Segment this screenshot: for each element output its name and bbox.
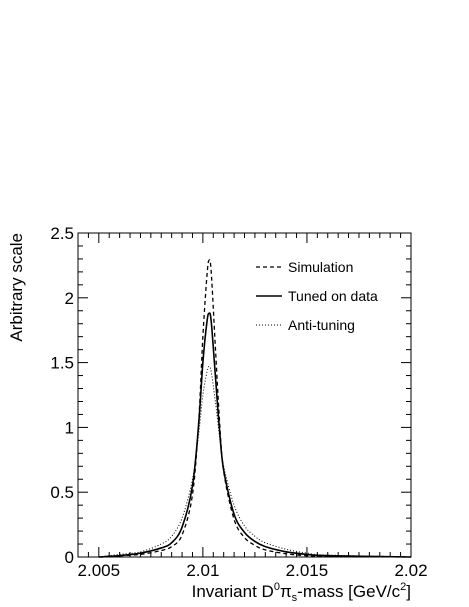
series-line-tuned-on-data — [98, 312, 412, 558]
y-axis-label: Arbitrary scale — [7, 233, 26, 342]
series-curves — [98, 259, 412, 558]
x-tick-labels: 2.005 2.01 2.015 2.02 — [78, 561, 428, 580]
x-tick-label: 2.01 — [186, 561, 219, 580]
x-tick-label: 2.02 — [394, 561, 427, 580]
series-line-simulation — [98, 259, 412, 558]
y-tick-label: 0.5 — [50, 483, 74, 502]
y-tick-label: 2.5 — [50, 224, 74, 243]
y-tick-label: 1 — [65, 418, 74, 437]
axis-ticks — [77, 232, 412, 558]
legend-label: Tuned on data — [288, 288, 378, 304]
y-tick-label: 0 — [65, 548, 74, 567]
plot-frame — [77, 232, 412, 558]
x-tick-label: 2.015 — [286, 561, 329, 580]
legend-label: Simulation — [288, 259, 353, 275]
series-line-anti-tuning — [98, 365, 412, 558]
y-tick-label: 2 — [65, 289, 74, 308]
y-tick-label: 1.5 — [50, 354, 74, 373]
legend-label: Anti-tuning — [288, 317, 355, 333]
x-axis-label: Invariant D0πs-mass [GeV/c2] — [192, 581, 411, 604]
x-tick-label: 2.005 — [78, 561, 121, 580]
y-tick-labels: 0 0.5 1 1.5 2 2.5 — [50, 224, 74, 567]
legend: Simulation Tuned on data Anti-tuning — [256, 259, 378, 333]
